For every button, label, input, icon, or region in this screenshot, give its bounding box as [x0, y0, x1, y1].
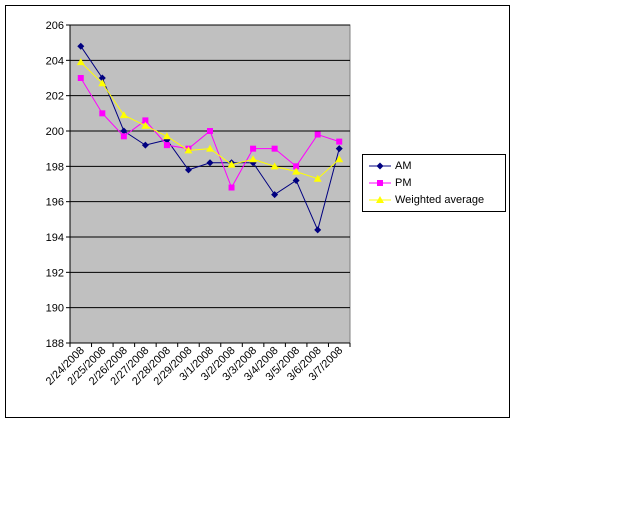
square-marker [207, 128, 213, 134]
legend-item: AM [363, 157, 505, 174]
diamond-marker [184, 166, 192, 174]
legend-swatch [369, 179, 391, 186]
legend-swatch [369, 195, 391, 203]
y-tick-label: 202 [46, 91, 64, 103]
y-tick-label: 206 [46, 20, 64, 32]
triangle-marker [98, 79, 107, 87]
y-tick-label: 190 [46, 303, 64, 315]
square-marker [99, 110, 106, 117]
y-tick-label: 196 [46, 197, 64, 209]
y-tick-label: 192 [46, 267, 64, 279]
triangle-marker [313, 174, 322, 182]
square-marker [293, 163, 300, 170]
triangle-marker [227, 160, 236, 168]
legend-item: PM [363, 174, 505, 191]
diamond-marker [98, 74, 106, 82]
diamond-marker [271, 191, 279, 199]
square-marker [163, 142, 170, 149]
square-marker [142, 117, 149, 124]
plot-area [69, 24, 351, 344]
triangle-marker [184, 146, 193, 154]
square-marker [120, 133, 127, 140]
y-tick-label: 198 [46, 161, 64, 173]
triangle-marker [206, 144, 214, 152]
triangle-marker [376, 195, 384, 203]
legend-label: AM [395, 159, 412, 172]
legend-swatch [369, 162, 391, 169]
diamond-marker [314, 226, 322, 234]
y-tick-label: 204 [46, 55, 64, 67]
triangle-marker [335, 155, 344, 163]
triangle-marker [119, 111, 128, 119]
legend-label: Weighted average [395, 193, 485, 206]
triangle-marker [292, 167, 301, 175]
diamond-marker [77, 42, 85, 50]
square-marker [250, 145, 257, 152]
diamond-marker [141, 141, 149, 149]
y-tick-label: 188 [46, 338, 64, 350]
triangle-marker [270, 162, 279, 170]
diamond-marker [120, 127, 128, 135]
diamond-marker [292, 176, 300, 184]
square-marker [336, 138, 343, 145]
triangle-marker [141, 121, 150, 129]
legend-item: Weighted average [363, 191, 505, 208]
triangle-marker [249, 155, 258, 163]
diamond-marker [335, 145, 343, 153]
square-marker [228, 184, 235, 191]
triangle-marker [162, 132, 171, 140]
legend-label: PM [395, 176, 412, 189]
y-tick-label: 200 [46, 126, 64, 138]
legend: AM PM Weighted average [362, 154, 506, 212]
triangle-marker [76, 58, 85, 66]
square-marker [314, 131, 321, 138]
square-marker [77, 75, 84, 81]
chart-area [5, 5, 510, 418]
y-tick-label: 194 [46, 232, 64, 244]
diamond-marker [206, 159, 214, 167]
diamond-marker [376, 162, 384, 169]
square-marker [271, 145, 278, 152]
square-marker [377, 179, 383, 186]
